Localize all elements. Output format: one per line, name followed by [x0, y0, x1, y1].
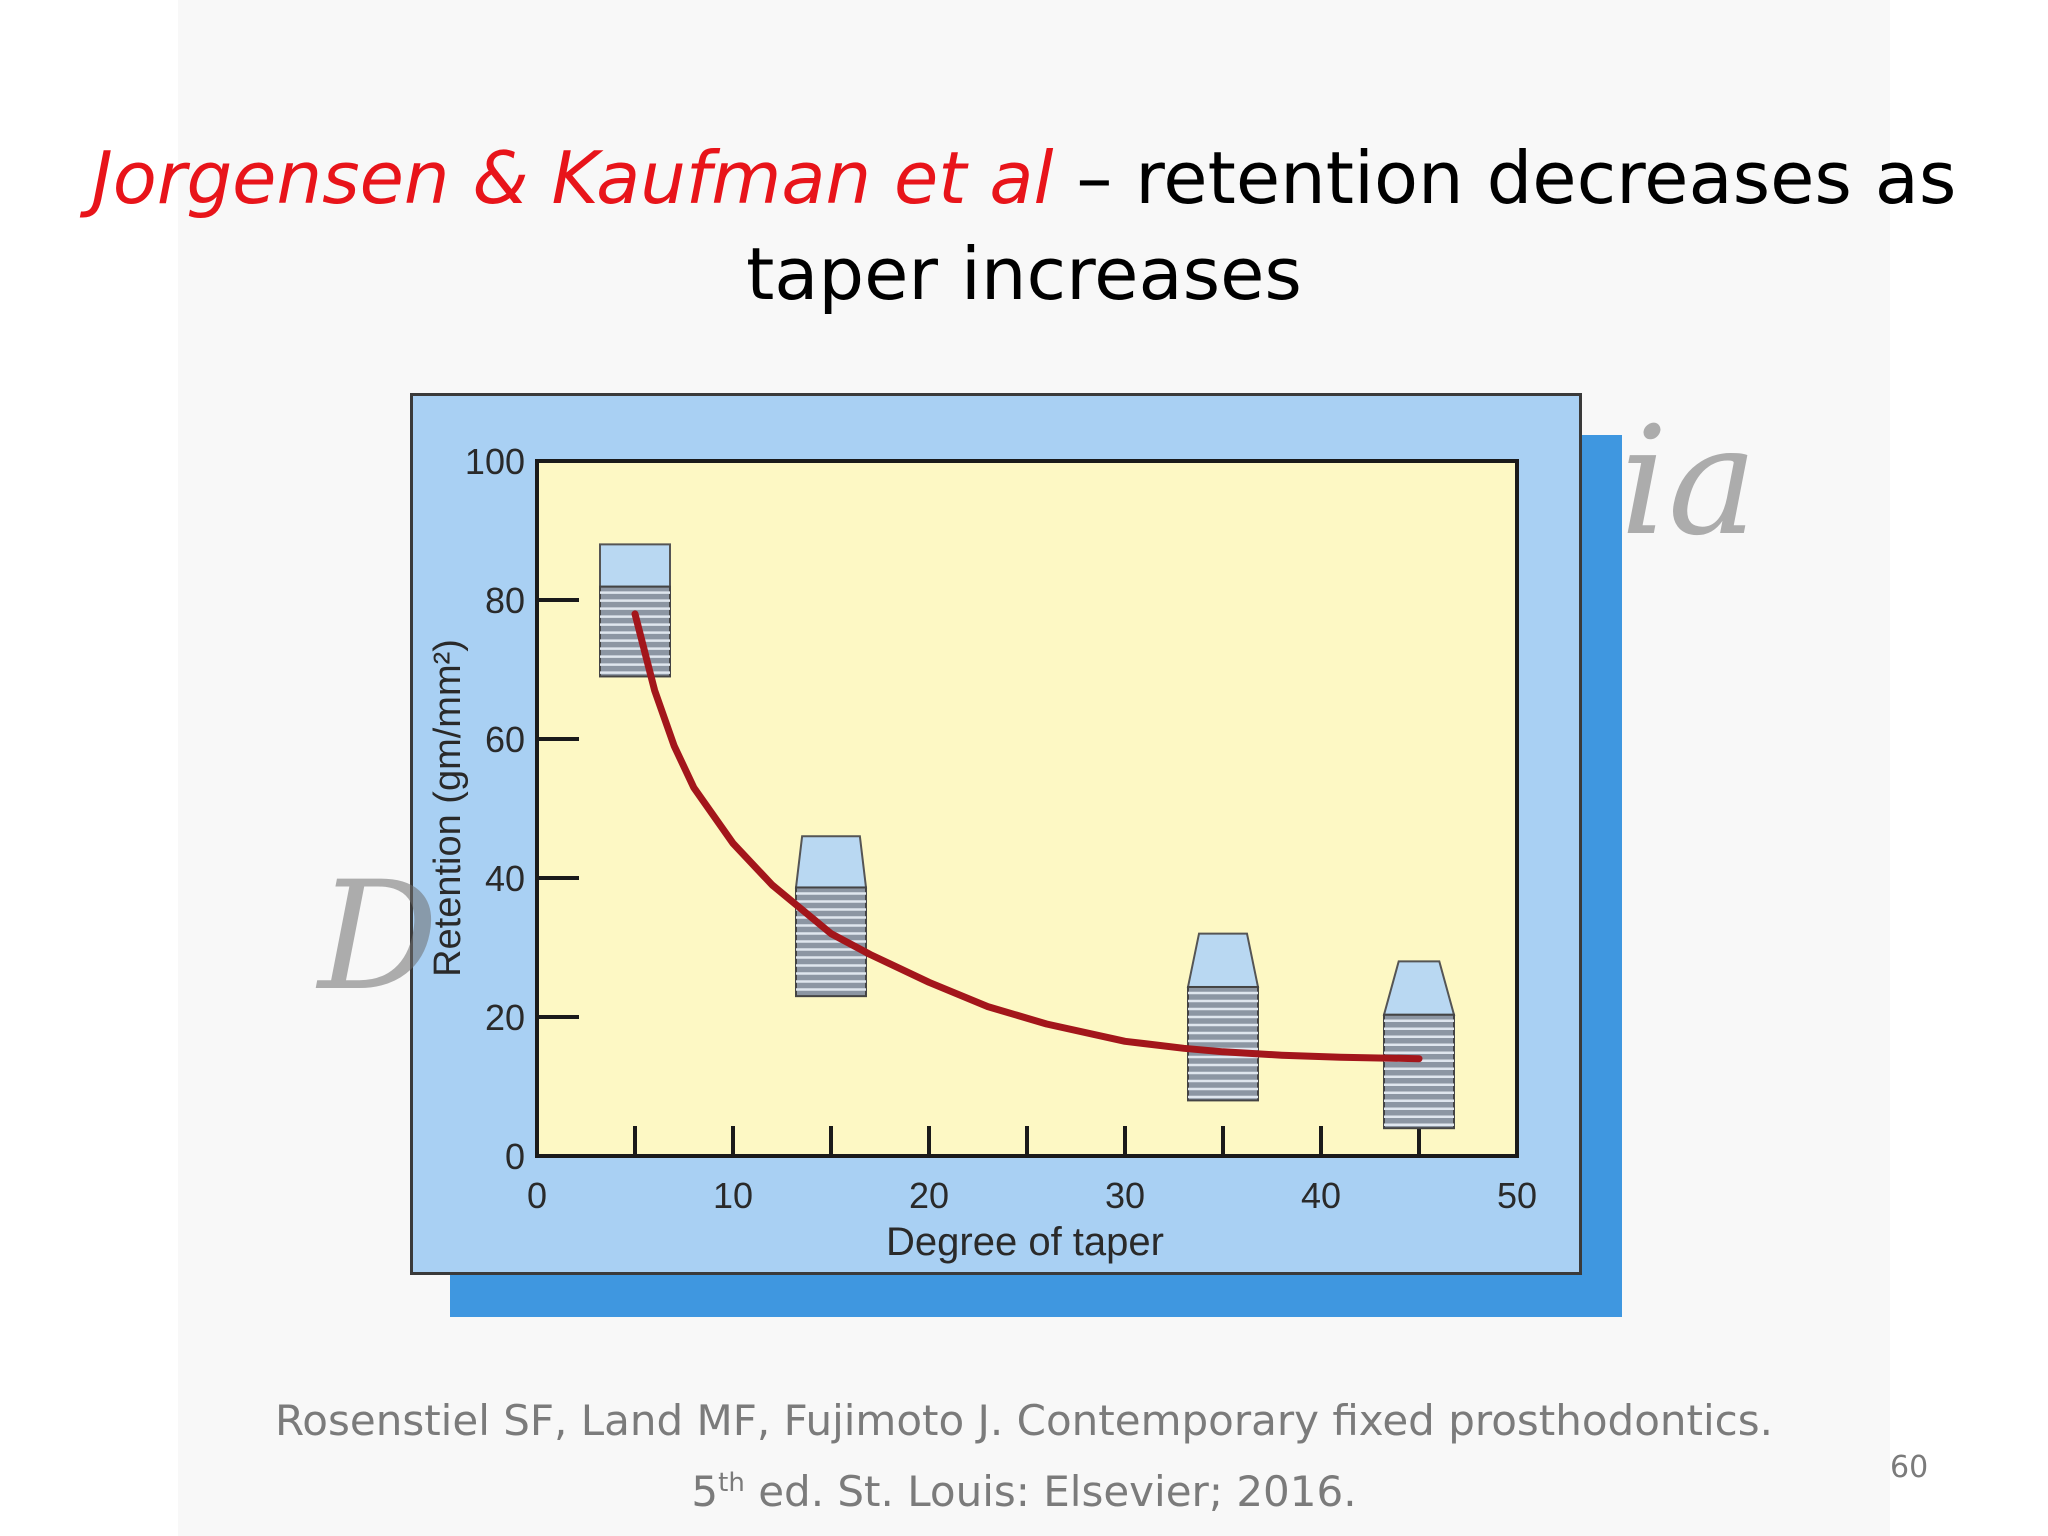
x-tick-label: 30	[1105, 1175, 1145, 1216]
edition-suffix: th	[718, 1468, 745, 1498]
x-tick-label: 50	[1497, 1175, 1537, 1216]
x-tick-label: 20	[909, 1175, 949, 1216]
y-tick-label: 60	[485, 719, 525, 760]
y-tick-label: 0	[505, 1136, 525, 1177]
y-tick-label: 100	[465, 441, 525, 482]
tooth-preparation-icon	[1186, 932, 1260, 1102]
tooth-preparation-icon	[1382, 960, 1456, 1130]
y-axis-label: Retention (gm/mm²)	[427, 639, 469, 977]
plot-area	[535, 459, 1519, 1158]
y-tick-label: 80	[485, 580, 525, 621]
y-tick-label: 20	[485, 997, 525, 1038]
tooth-markers	[599, 543, 1456, 1130]
retention-curve	[631, 610, 1423, 1063]
x-tick-label: 10	[713, 1175, 753, 1216]
title-authors: Jorgensen & Kaufman et al	[91, 136, 1054, 220]
citation-line-2-text: ed. St. Louis: Elsevier; 2016.	[744, 1467, 1357, 1516]
y-tick-label: 40	[485, 858, 525, 899]
tooth-preparation-icon	[794, 835, 868, 998]
slide-title: Jorgensen & Kaufman et al – retention de…	[0, 130, 2048, 322]
citation-line-2: 5th ed. St. Louis: Elsevier; 2016.	[0, 1452, 2048, 1523]
citation: Rosenstiel SF, Land MF, Fujimoto J. Cont…	[0, 1390, 2048, 1523]
title-text: – retention decreases as taper increases	[746, 136, 1957, 316]
page-number: 60	[1890, 1450, 1929, 1485]
axis-ticks	[537, 598, 1421, 1156]
edition-number: 5	[691, 1467, 719, 1516]
tooth-preparation-icon	[599, 543, 671, 678]
tick-labels: 0 10 20 30 40 50 0 20 40 60 80 100	[465, 441, 1537, 1216]
x-tick-label: 0	[527, 1175, 547, 1216]
citation-line-1: Rosenstiel SF, Land MF, Fujimoto J. Cont…	[275, 1396, 1773, 1445]
x-tick-label: 40	[1301, 1175, 1341, 1216]
x-axis-label: Degree of taper	[886, 1220, 1164, 1264]
